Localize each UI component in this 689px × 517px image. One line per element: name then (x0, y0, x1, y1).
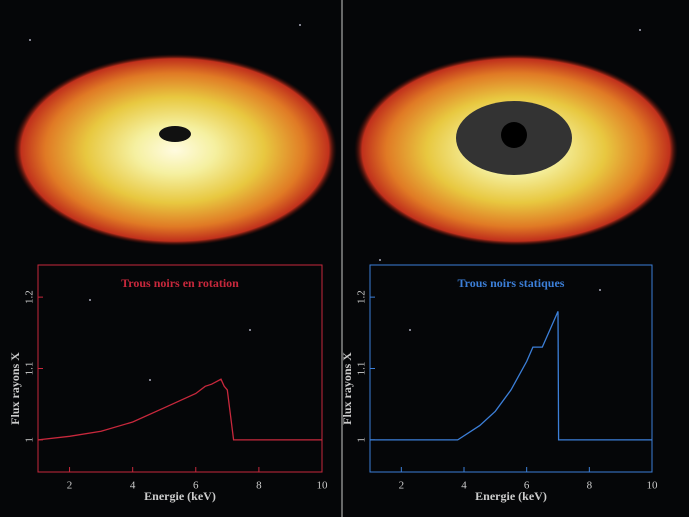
x-tick-label: 6 (524, 480, 530, 492)
x-tick-label: 8 (587, 480, 593, 492)
y-axis-label: Flux rayons X (8, 352, 22, 425)
stars (29, 24, 641, 381)
x-tick-label: 10 (317, 480, 329, 492)
x-axis-label: Energie (keV) (144, 489, 216, 503)
x-tick-label: 2 (399, 480, 405, 492)
x-tick-label: 10 (647, 480, 659, 492)
y-tick-label: 1.2 (24, 290, 36, 304)
x-tick-label: 8 (256, 480, 262, 492)
x-tick-label: 2 (67, 480, 73, 492)
y-axis-label: Flux rayons X (340, 352, 354, 425)
data-line (37, 378, 322, 441)
y-tick-label: 1 (24, 437, 36, 443)
y-tick-label: 1 (356, 437, 368, 443)
y-tick-label: 1.1 (356, 362, 368, 376)
x-tick-label: 4 (461, 480, 467, 492)
chart-title: Trous noirs statiques (458, 276, 565, 290)
chart-title: Trous noirs en rotation (121, 276, 239, 290)
x-axis-label: Energie (keV) (475, 489, 547, 503)
black-hole (501, 122, 527, 148)
accretion-disk (13, 54, 337, 246)
x-tick-label: 6 (193, 480, 199, 492)
x-tick-label: 4 (130, 480, 136, 492)
y-tick-label: 1.2 (356, 290, 368, 304)
y-tick-label: 1.1 (24, 362, 36, 376)
black-hole (159, 126, 191, 142)
data-line (370, 311, 652, 441)
